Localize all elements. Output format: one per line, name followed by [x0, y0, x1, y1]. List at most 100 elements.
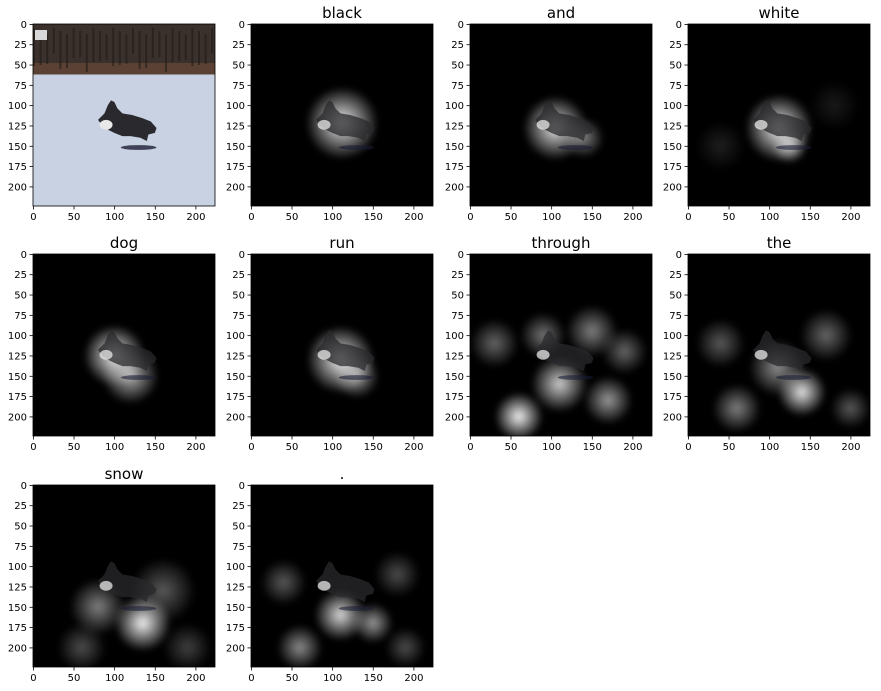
x-tick-label: 100	[760, 442, 779, 453]
x-tick-label: 0	[685, 442, 691, 453]
x-tick-label: 200	[404, 673, 423, 684]
dog-chest	[99, 349, 113, 360]
dog-silhouette	[316, 100, 375, 141]
panel-attention-3: white 0 50 100 150 200 0 25 50 75 100 125 150 175 200	[663, 4, 871, 223]
dog-chest	[317, 119, 331, 130]
dog-shadow	[120, 606, 157, 611]
y-tick-label: 0	[239, 20, 245, 31]
tree-trunk	[79, 31, 82, 57]
x-tick-label: 100	[105, 212, 124, 223]
dog-shadow	[338, 375, 375, 380]
tree-trunk	[105, 34, 108, 60]
y-tick-label: 25	[14, 501, 27, 512]
y-tick-label: 125	[8, 121, 27, 132]
y-tick-label: 75	[14, 542, 27, 553]
y-tick-label: 200	[445, 182, 464, 193]
y-tick-label: 75	[451, 81, 464, 92]
y-tick-label: 200	[226, 412, 245, 423]
y-tick-label: 125	[226, 582, 245, 593]
tree-trunk	[99, 31, 101, 61]
panel-original-image: 0 50 100 150 200 0 25 50 75 100 125 150 175 200	[8, 20, 216, 223]
y-tick-label: 175	[8, 392, 27, 403]
dog-chest	[754, 119, 768, 130]
y-tick-label: 100	[663, 331, 682, 342]
x-tick-label: 0	[248, 442, 254, 453]
dog-chest	[536, 119, 550, 130]
y-tick-label: 150	[8, 142, 27, 153]
y-tick-label: 175	[663, 392, 682, 403]
y-tick-label: 100	[226, 562, 245, 573]
dog-silhouette	[98, 561, 157, 602]
y-tick-label: 25	[669, 270, 682, 281]
y-tick-label: 75	[14, 81, 27, 92]
dog-chest	[317, 349, 331, 360]
y-tick-label: 75	[14, 311, 27, 322]
x-tick-label: 0	[30, 442, 36, 453]
y-tick-label: 50	[14, 291, 27, 302]
dog-silhouette	[535, 330, 594, 371]
y-tick-label: 175	[226, 162, 245, 173]
y-tick-label: 150	[8, 372, 27, 383]
axes-frame	[32, 253, 216, 437]
x-tick-label: 150	[146, 673, 165, 684]
axes-frame	[469, 23, 653, 207]
panel-title: dog	[110, 234, 138, 252]
x-tick-label: 150	[146, 442, 165, 453]
x-tick-label: 100	[760, 212, 779, 223]
x-tick-label: 200	[841, 442, 860, 453]
tree-trunk	[211, 28, 214, 54]
panel-attention-2: and 0 50 100 150 200 0 25 50 75 100 125 150 175 200	[445, 4, 653, 223]
attention-blob	[57, 623, 107, 667]
x-tick-label: 150	[583, 212, 602, 223]
dog-shadow	[120, 375, 157, 380]
axes-frame	[687, 23, 871, 207]
dog-silhouette	[98, 100, 157, 141]
y-tick-label: 125	[445, 121, 464, 132]
tree-trunk	[178, 31, 181, 61]
y-tick-label: 0	[239, 481, 245, 492]
tree-trunk	[39, 31, 42, 65]
axes-frame	[687, 253, 871, 437]
tree-trunk	[52, 28, 55, 54]
x-tick-label: 150	[146, 212, 165, 223]
y-tick-label: 150	[445, 372, 464, 383]
x-tick-label: 0	[467, 212, 473, 223]
x-tick-label: 200	[404, 442, 423, 453]
x-tick-label: 200	[186, 442, 205, 453]
panel-title: run	[329, 234, 354, 252]
attention-blob	[163, 623, 212, 667]
tree-trunk	[138, 31, 141, 69]
y-tick-label: 200	[445, 412, 464, 423]
y-tick-label: 50	[14, 61, 27, 72]
y-tick-label: 150	[663, 142, 682, 153]
y-tick-label: 200	[226, 182, 245, 193]
y-tick-label: 150	[226, 603, 245, 614]
dog-shadow	[557, 375, 594, 380]
x-tick-label: 150	[364, 442, 383, 453]
tree-trunk	[118, 31, 121, 65]
axes-frame	[469, 253, 653, 437]
tree-trunk	[184, 34, 187, 60]
x-tick-label: 150	[364, 673, 383, 684]
x-tick-label: 0	[248, 673, 254, 684]
dog-shadow	[338, 145, 375, 150]
attention-blob	[601, 328, 648, 375]
tree-trunk	[132, 28, 134, 54]
y-tick-label: 200	[8, 643, 27, 654]
y-tick-label: 175	[8, 162, 27, 173]
y-tick-label: 75	[669, 81, 682, 92]
x-tick-label: 150	[364, 212, 383, 223]
dog-chest	[754, 349, 768, 360]
x-tick-label: 150	[801, 212, 820, 223]
y-tick-label: 125	[663, 351, 682, 362]
x-tick-label: 50	[286, 212, 299, 223]
y-tick-label: 100	[226, 331, 245, 342]
y-tick-label: 25	[232, 501, 245, 512]
y-tick-label: 50	[14, 522, 27, 533]
y-tick-label: 25	[451, 40, 464, 51]
y-tick-label: 200	[8, 182, 27, 193]
y-tick-label: 200	[663, 412, 682, 423]
axes-frame	[250, 253, 434, 437]
y-tick-label: 175	[226, 623, 245, 634]
